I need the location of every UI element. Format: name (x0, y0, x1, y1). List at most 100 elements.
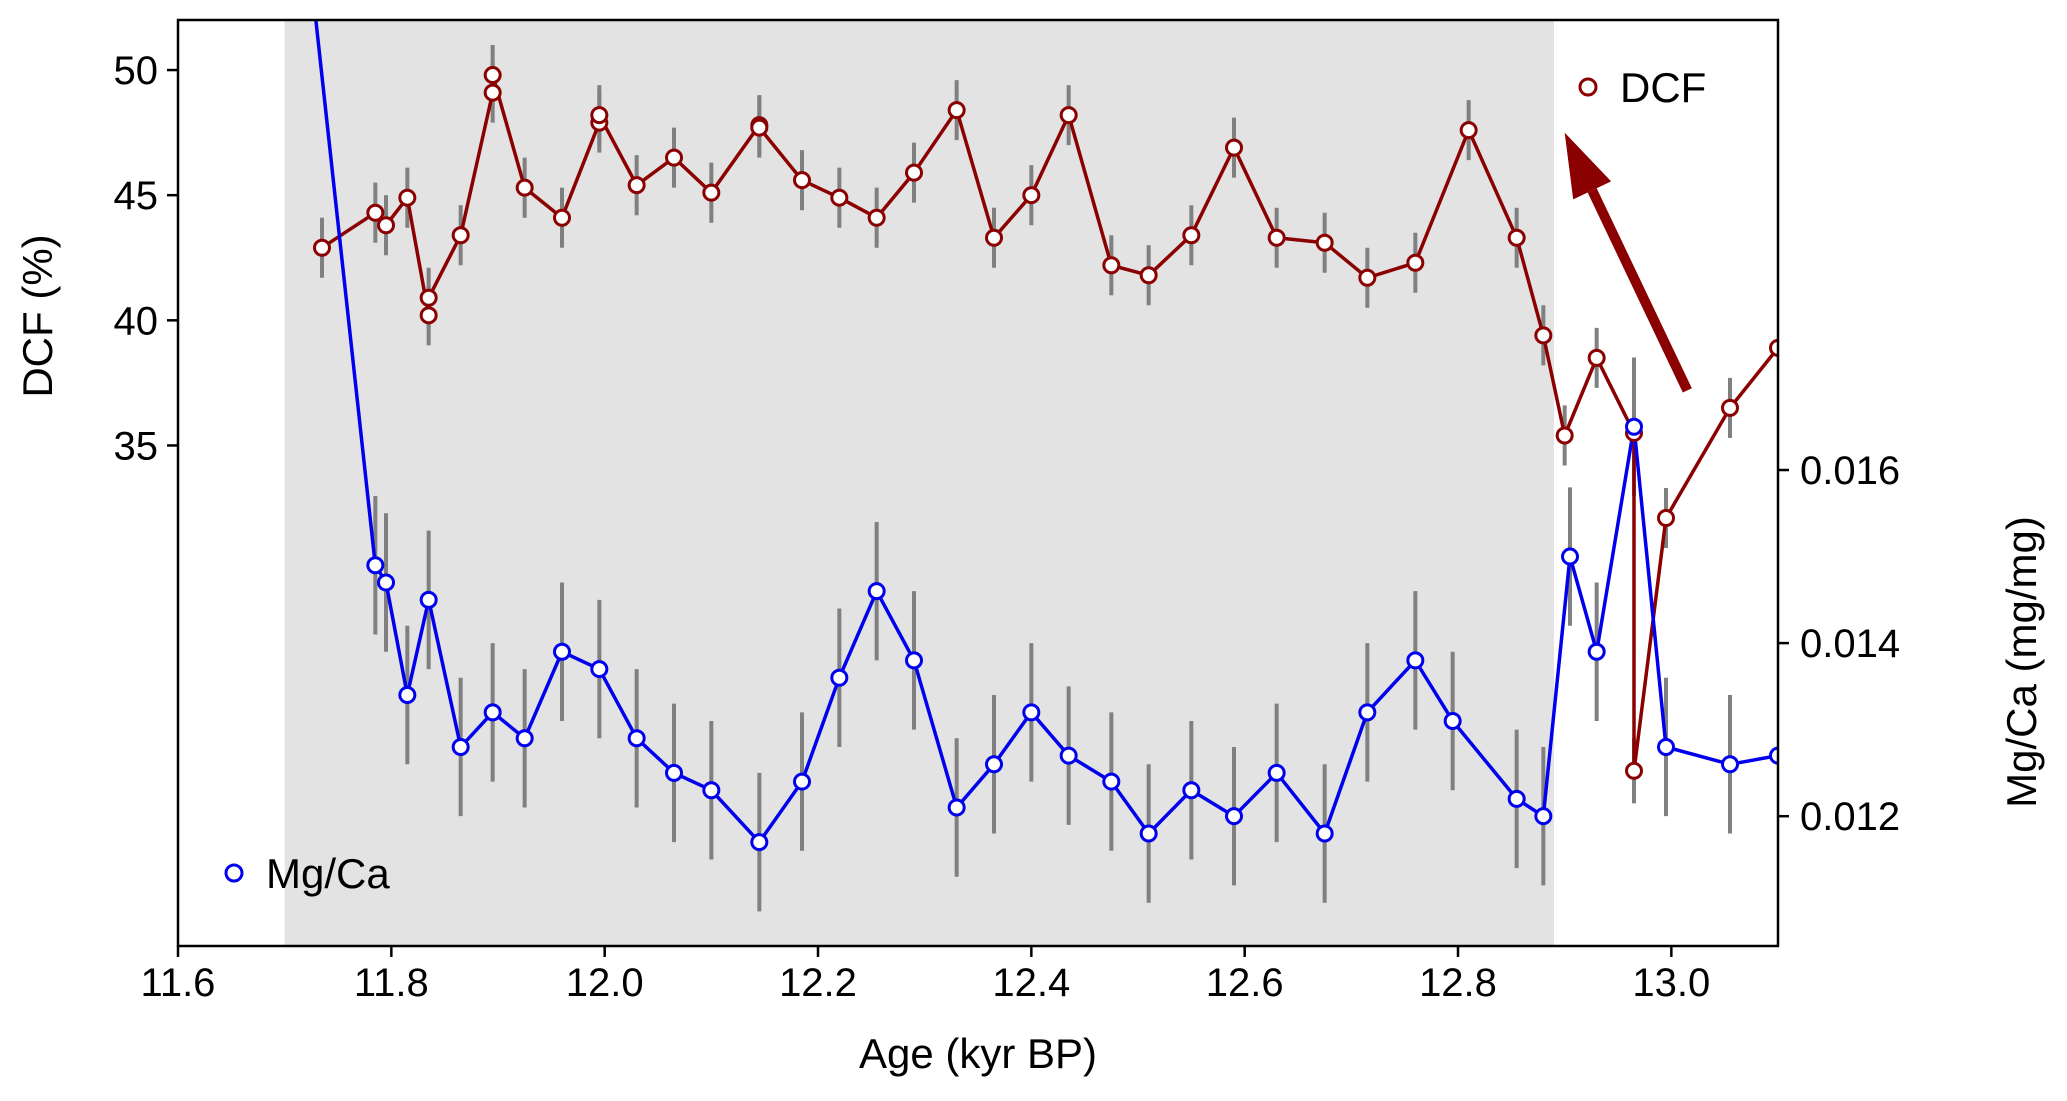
mg-ca-point (1267, 763, 1286, 782)
x-tick-label: 11.6 (141, 961, 216, 1005)
dcf-point (1507, 228, 1526, 247)
mg-ca-legend-marker (224, 863, 244, 883)
dcf-point (313, 238, 331, 257)
dcf-point (1625, 761, 1643, 780)
x-tick-label: 11.8 (354, 961, 429, 1005)
dcf-point (451, 226, 470, 245)
x-axis-title: Age (kyr BP) (859, 1030, 1097, 1077)
dcf-point (702, 183, 721, 202)
mg-ca-point (985, 755, 1003, 774)
mg-ca-point (1721, 755, 1739, 774)
dcf-legend-marker (1578, 77, 1598, 97)
dcf-point (1225, 138, 1243, 157)
dcf-point (419, 288, 438, 307)
dcf-point (590, 106, 609, 125)
mg-ca-point (1769, 746, 1778, 765)
dcf-point (553, 208, 571, 227)
arrow-head (1564, 132, 1612, 200)
arrow-shaft (1587, 188, 1692, 393)
dcf-point (1102, 256, 1121, 275)
mg-ca-point (793, 772, 811, 791)
mg-ca-point (905, 651, 923, 670)
dcf-point (515, 178, 534, 197)
dcf-point (377, 216, 395, 235)
dcf-point (1182, 226, 1201, 245)
mg-ca-point (377, 573, 395, 592)
mg-ca-point (1182, 781, 1201, 800)
dcf-point (1459, 121, 1478, 140)
series-markers (313, 66, 1778, 852)
dcf-point (398, 188, 417, 207)
x-tick-label: 12.0 (566, 961, 644, 1005)
dcf-point (1769, 338, 1778, 357)
y-left-tick-label: 40 (114, 299, 159, 343)
mg-ca-legend-label: Mg/Ca (266, 850, 390, 897)
x-tick-label: 12.6 (1206, 961, 1284, 1005)
mg-ca-point (627, 729, 646, 748)
dcf-point (867, 208, 886, 227)
y-right-tick-label: 0.016 (1800, 449, 1900, 493)
y-axis-right-title: Mg/Ca (mg/mg) (1998, 516, 2045, 808)
mg-ca-point (1358, 703, 1377, 722)
mg-ca-point (1443, 711, 1462, 730)
legends: DCF Mg/Ca (224, 64, 1706, 897)
mg-ca-point (1657, 737, 1675, 756)
mg-ca-point (947, 798, 966, 817)
mg-ca-point (1315, 824, 1334, 843)
dcf-point (1534, 326, 1553, 345)
y-left-tick-label: 45 (114, 174, 159, 218)
y-axis-left-title: DCF (%) (14, 234, 61, 397)
x-tick-label: 12.8 (1419, 961, 1497, 1005)
mg-ca-point (1587, 642, 1606, 661)
trend-arrow (1564, 132, 1692, 393)
mg-ca-point (515, 729, 534, 748)
y-left-tick-label: 50 (114, 49, 159, 93)
y-left-tick-label: 35 (114, 424, 159, 468)
mg-ca-point (1507, 789, 1526, 808)
y-right-tick-label: 0.014 (1800, 622, 1900, 666)
dcf-point (419, 306, 438, 325)
mg-ca-point (1022, 703, 1041, 722)
dcf-legend-label: DCF (1620, 64, 1706, 111)
mg-ca-point (702, 781, 721, 800)
dcf-point (627, 176, 646, 195)
mg-ca-point (750, 833, 769, 852)
axis-ticks: 11.6 11.8 12.0 12.2 12.4 12.6 12.8 13.0 35 40 45 50… (114, 49, 1901, 1005)
mg-ca-point (1406, 651, 1425, 670)
mg-ca-point (1534, 807, 1553, 826)
mg-ca-point (1225, 807, 1243, 826)
mg-ca-point (398, 686, 417, 705)
mg-ca-point (451, 737, 470, 756)
dcf-point (830, 188, 849, 207)
dcf-point (483, 66, 502, 85)
mg-ca-point (590, 660, 609, 679)
dcf-point (985, 228, 1003, 247)
dcf-point (1657, 509, 1675, 528)
mg-ca-point (419, 590, 438, 609)
dcf-point (665, 148, 683, 167)
dcf-point (1139, 266, 1158, 285)
dcf-point (793, 171, 811, 190)
mg-ca-point (830, 668, 849, 687)
shaded-interval (284, 20, 1555, 946)
dcf-point (1267, 228, 1286, 247)
dcf-point (947, 101, 966, 120)
plot-frame (176, 18, 1780, 948)
y-right-tick-label: 0.012 (1800, 795, 1900, 839)
dcf-point (1587, 348, 1606, 367)
mg-ca-point (1625, 417, 1643, 436)
dcf-point (1315, 233, 1334, 252)
x-tick-label: 12.4 (992, 961, 1070, 1005)
dcf-point (366, 203, 385, 222)
mg-ca-point (1561, 547, 1579, 566)
mg-ca-point (553, 642, 571, 661)
mg-ca-point (366, 556, 385, 575)
mg-ca-point (483, 703, 502, 722)
mg-ca-point (665, 763, 683, 782)
dcf-point (483, 83, 502, 102)
mg-ca-point (1102, 772, 1121, 791)
mg-ca-point (867, 582, 886, 601)
x-tick-label: 12.2 (779, 961, 857, 1005)
dcf-point (1406, 253, 1425, 272)
